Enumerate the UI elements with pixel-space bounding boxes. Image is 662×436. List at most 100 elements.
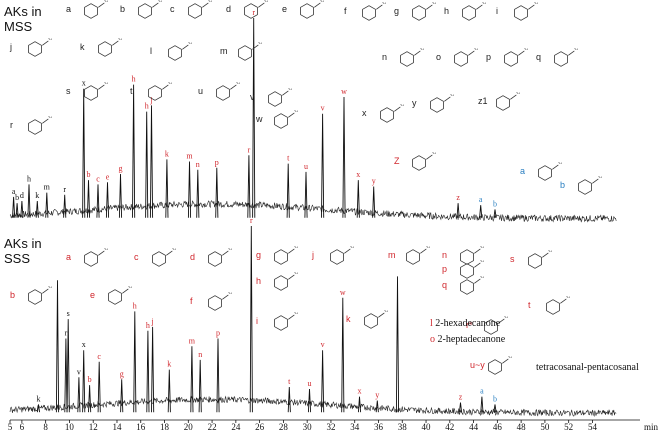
- molecule-structure-icon: O: [84, 248, 108, 267]
- molecule-structure-icon: O: [400, 48, 424, 67]
- x-tick-label: 48: [517, 422, 527, 431]
- x-tick-label: 24: [231, 422, 241, 431]
- peak-mark: [372, 186, 376, 218]
- peak-label: h: [133, 301, 137, 310]
- molecule-structure-icon: O: [578, 176, 602, 195]
- structure-label: m: [220, 46, 228, 56]
- svg-text:O: O: [432, 152, 436, 156]
- svg-text:O: O: [350, 246, 354, 250]
- peak-label: t: [288, 377, 291, 386]
- peak-label: r: [65, 329, 68, 338]
- structure-label: f: [190, 296, 193, 306]
- structure-label: p: [442, 264, 448, 274]
- structure-label: s: [66, 86, 71, 96]
- molecule-structure-icon: O: [168, 42, 192, 61]
- molecule-structure-icon: O: [188, 0, 212, 19]
- peak-mark: [247, 155, 251, 218]
- peak-mark: [196, 169, 200, 218]
- structure-label: d: [226, 4, 232, 14]
- note-tetracosanal: tetracosanal-pentacosanal: [536, 362, 639, 373]
- svg-text:O: O: [104, 82, 108, 86]
- peak-mark: [341, 297, 345, 413]
- peak-label: y: [375, 391, 379, 400]
- note-l: l 2-hexadecanone: [430, 318, 500, 329]
- x-unit-label: min: [644, 422, 659, 431]
- peak-mark: [252, 17, 256, 218]
- svg-text:O: O: [598, 176, 602, 180]
- molecule-structure-icon: O: [484, 316, 508, 335]
- peak-label: r: [248, 145, 251, 154]
- svg-text:O: O: [420, 48, 424, 52]
- svg-text:O: O: [228, 292, 232, 296]
- svg-text:O: O: [294, 246, 298, 250]
- panel-title-sss-line1: AKs in: [4, 236, 42, 251]
- structure-label: r*: [466, 320, 473, 330]
- note-o-tag: o: [430, 334, 435, 345]
- molecule-structure-icon: O: [460, 246, 484, 265]
- peak-mark: [493, 209, 497, 218]
- molecule-structure-icon: O: [28, 116, 52, 135]
- structure-label: a: [66, 4, 72, 14]
- svg-text:O: O: [294, 312, 298, 316]
- structure-label: o: [436, 52, 442, 62]
- svg-text:O: O: [48, 116, 52, 120]
- peak-mark: [55, 280, 60, 413]
- peak-label: n: [198, 350, 202, 359]
- peak-mark: [145, 111, 149, 218]
- svg-text:O: O: [574, 48, 578, 52]
- molecule-structure-icon: O: [330, 246, 354, 265]
- structure-label: Z: [394, 156, 400, 166]
- structure-r*: r* O: [466, 316, 508, 335]
- peak-mark: [321, 350, 325, 413]
- structure-label: p: [486, 52, 492, 62]
- structure-label: e: [282, 4, 288, 14]
- x-tick-label: 22: [208, 422, 217, 431]
- structure-label: a: [520, 166, 526, 176]
- x-tick-label: 50: [540, 422, 550, 431]
- svg-text:O: O: [450, 94, 454, 98]
- svg-text:O: O: [524, 48, 528, 52]
- structure-label: g: [394, 6, 400, 16]
- peak-mark: [97, 361, 101, 413]
- peak-label: m: [189, 336, 196, 345]
- molecule-structure-icon: O: [460, 276, 484, 295]
- x-tick-label: 42: [445, 422, 454, 431]
- svg-text:O: O: [128, 286, 132, 290]
- molecule-structure-icon: O: [538, 162, 562, 181]
- x-tick-label: 40: [422, 422, 432, 431]
- peak-mark: [88, 385, 92, 413]
- peak-mark: [120, 379, 124, 413]
- svg-text:O: O: [480, 260, 484, 264]
- structure-label: t: [528, 300, 531, 310]
- peak-mark: [77, 377, 81, 413]
- molecule-structure-icon: O: [238, 42, 262, 61]
- peak-label: h: [145, 102, 149, 111]
- molecule-structure-icon: O: [454, 48, 478, 67]
- svg-text:O: O: [188, 42, 192, 46]
- note-l-text: 2-hexadecanone: [435, 318, 501, 329]
- molecule-structure-icon: O: [138, 0, 162, 19]
- x-tick-label: 36: [374, 422, 384, 431]
- svg-text:O: O: [480, 276, 484, 280]
- molecule-structure-icon: O: [152, 248, 176, 267]
- x-tick-label: 5: [8, 422, 13, 431]
- svg-text:O: O: [516, 92, 520, 96]
- peak-label: b: [493, 199, 497, 208]
- peak-label: p: [216, 329, 220, 338]
- svg-text:O: O: [534, 2, 538, 6]
- molecule-structure-icon: O: [28, 38, 52, 57]
